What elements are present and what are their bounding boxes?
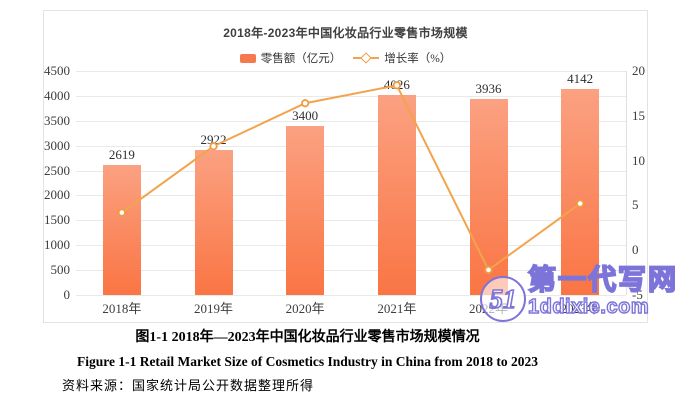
left-tick-label: 4500 — [44, 63, 70, 78]
left-tick-label: 2500 — [44, 162, 70, 178]
line-marker — [117, 208, 126, 217]
bar-2021年 — [377, 94, 416, 295]
watermark-logo-text: 51 — [489, 283, 518, 315]
right-tick-label: 20 — [632, 63, 645, 78]
line-marker — [209, 142, 218, 151]
x-tick-label: 2023年 — [560, 301, 600, 316]
left-tick-label: 1000 — [44, 237, 70, 253]
left-tick-label: 3500 — [44, 112, 70, 128]
right-tick-label: 10 — [632, 152, 645, 168]
left-tick-label: 3000 — [44, 137, 70, 153]
gridline — [76, 270, 626, 272]
right-axis-tick-labels: 20 15 10 5 0 -5 — [632, 64, 672, 302]
bar-value-label: 3400 — [292, 107, 319, 123]
left-tick-label: 4000 — [44, 87, 70, 103]
right-tick-label: 15 — [632, 107, 645, 123]
gridline — [76, 170, 626, 172]
watermark-logo-icon: 51 — [480, 276, 526, 322]
watermark-site-name: 第一代写网 — [527, 263, 679, 296]
bar-value-label: 3936 — [475, 81, 502, 97]
chart-title: 2018年-2023年中国化妆品行业零售市场规模 — [223, 26, 468, 40]
caption-english: Figure 1-1 Retail Market Size of Cosmeti… — [76, 354, 539, 369]
x-tick-label: 2019年 — [193, 301, 233, 316]
gridline — [76, 295, 626, 296]
legend-item-retail: 零售额（亿元） — [239, 50, 342, 66]
watermark-text: 第一代写网 1ddixie.com — [527, 263, 682, 319]
bar-2020年 — [286, 125, 325, 295]
figure-captions: 图1-1 2018年—2023年中国化妆品行业零售市场规模情况 Figure 1… — [40, 329, 575, 394]
gridline — [76, 95, 626, 97]
left-axis-tick-labels: 4500 4000 3500 3000 2500 2000 1500 1000 500 0 — [28, 64, 71, 302]
x-tick-label: 2021年 — [377, 301, 417, 316]
bar-2023年 — [561, 88, 600, 295]
legend-label-growth: 增长率（%） — [384, 53, 452, 65]
line-marker — [484, 265, 493, 275]
right-tick-label: 5 — [632, 197, 639, 213]
left-tick-label: 1500 — [44, 212, 70, 228]
left-tick-label: 2000 — [44, 187, 70, 203]
line-marker — [301, 99, 310, 108]
gridline — [76, 71, 626, 72]
chart-legend: 零售额（亿元） 增长率（%） — [44, 50, 647, 66]
bar-2022年 — [469, 99, 508, 295]
x-tick-label: 2018年 — [102, 301, 142, 316]
bar-series-swatch-icon — [239, 53, 256, 63]
right-tick-label: 0 — [632, 242, 639, 258]
plot-area: 261929223400402639364142 — [76, 70, 627, 296]
bar-2019年 — [194, 149, 233, 295]
gridline — [76, 195, 626, 197]
line-series-swatch-icon — [353, 52, 380, 64]
caption-chinese: 图1-1 2018年—2023年中国化妆品行业零售市场规模情况 — [135, 330, 480, 345]
caption-source: 资料来源：国家统计局公开数据整理所得 — [62, 378, 315, 393]
legend-label-retail: 零售额（亿元） — [260, 53, 342, 65]
growth-line-series — [117, 81, 585, 275]
line-marker — [576, 199, 585, 208]
gridline — [76, 220, 626, 222]
left-tick-label: 0 — [63, 287, 71, 302]
right-tick-label: -5 — [632, 287, 643, 302]
bar-value-label: 2619 — [108, 146, 135, 162]
legend-item-growth: 增长率（%） — [353, 50, 451, 66]
watermark-site-url: 1ddixie.com — [527, 295, 650, 318]
right-axis-line — [626, 71, 627, 295]
gridline — [76, 145, 626, 147]
x-tick-label: 2020年 — [285, 301, 325, 316]
line-marker — [392, 81, 401, 90]
x-axis-category-labels: 2018年2019年2020年2021年2022年2023年 — [76, 301, 626, 317]
gridline — [76, 245, 626, 247]
bar-2018年 — [102, 164, 141, 295]
bar-value-label: 4142 — [567, 70, 594, 86]
left-tick-label: 500 — [50, 262, 71, 278]
gridline — [76, 120, 626, 122]
